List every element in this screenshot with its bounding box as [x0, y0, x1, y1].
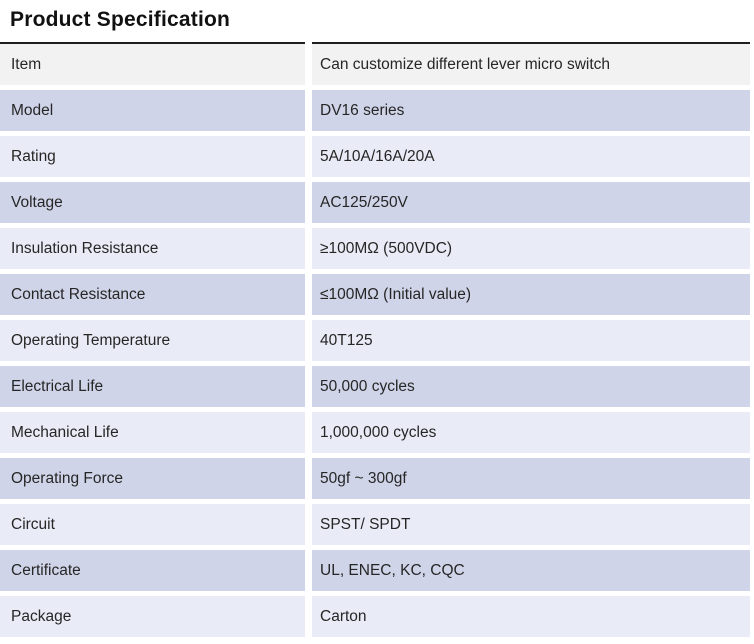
row-label: Operating Temperature [0, 320, 305, 361]
row-label: Operating Force [0, 458, 305, 499]
table-row-mechanical-life: Mechanical Life 1,000,000 cycles [0, 412, 750, 453]
row-value: 5A/10A/16A/20A [312, 136, 750, 177]
table-row-operating-force: Operating Force 50gf ~ 300gf [0, 458, 750, 499]
row-value: Carton [312, 596, 750, 637]
row-label: Mechanical Life [0, 412, 305, 453]
row-label: Circuit [0, 504, 305, 545]
row-value: 50,000 cycles [312, 366, 750, 407]
table-row-contact-resistance: Contact Resistance ≤100MΩ (Initial value… [0, 274, 750, 315]
row-value: 1,000,000 cycles [312, 412, 750, 453]
row-label: Rating [0, 136, 305, 177]
table-row-item: Item Can customize different lever micro… [0, 42, 750, 85]
row-label: Voltage [0, 182, 305, 223]
row-label: Contact Resistance [0, 274, 305, 315]
row-value: SPST/ SPDT [312, 504, 750, 545]
row-label: Package [0, 596, 305, 637]
row-value: 50gf ~ 300gf [312, 458, 750, 499]
row-value: ≤100MΩ (Initial value) [312, 274, 750, 315]
row-label: Model [0, 90, 305, 131]
table-row-model: Model DV16 series [0, 90, 750, 131]
table-row-circuit: Circuit SPST/ SPDT [0, 504, 750, 545]
page-title: Product Specification [10, 8, 231, 31]
table-row-certificate: Certificate UL, ENEC, KC, CQC [0, 550, 750, 591]
row-label: Certificate [0, 550, 305, 591]
row-value: AC125/250V [312, 182, 750, 223]
row-value: UL, ENEC, KC, CQC [312, 550, 750, 591]
table-row-voltage: Voltage AC125/250V [0, 182, 750, 223]
row-value: DV16 series [312, 90, 750, 131]
row-label: Electrical Life [0, 366, 305, 407]
row-value: Can customize different lever micro swit… [312, 42, 750, 85]
row-label: Insulation Resistance [0, 228, 305, 269]
table-row-package: Package Carton [0, 596, 750, 637]
row-label: Item [0, 42, 305, 85]
specification-table: Item Can customize different lever micro… [0, 42, 750, 637]
row-value: ≥100MΩ (500VDC) [312, 228, 750, 269]
table-row-rating: Rating 5A/10A/16A/20A [0, 136, 750, 177]
table-row-insulation-resistance: Insulation Resistance ≥100MΩ (500VDC) [0, 228, 750, 269]
row-value: 40T125 [312, 320, 750, 361]
table-row-operating-temperature: Operating Temperature 40T125 [0, 320, 750, 361]
table-row-electrical-life: Electrical Life 50,000 cycles [0, 366, 750, 407]
